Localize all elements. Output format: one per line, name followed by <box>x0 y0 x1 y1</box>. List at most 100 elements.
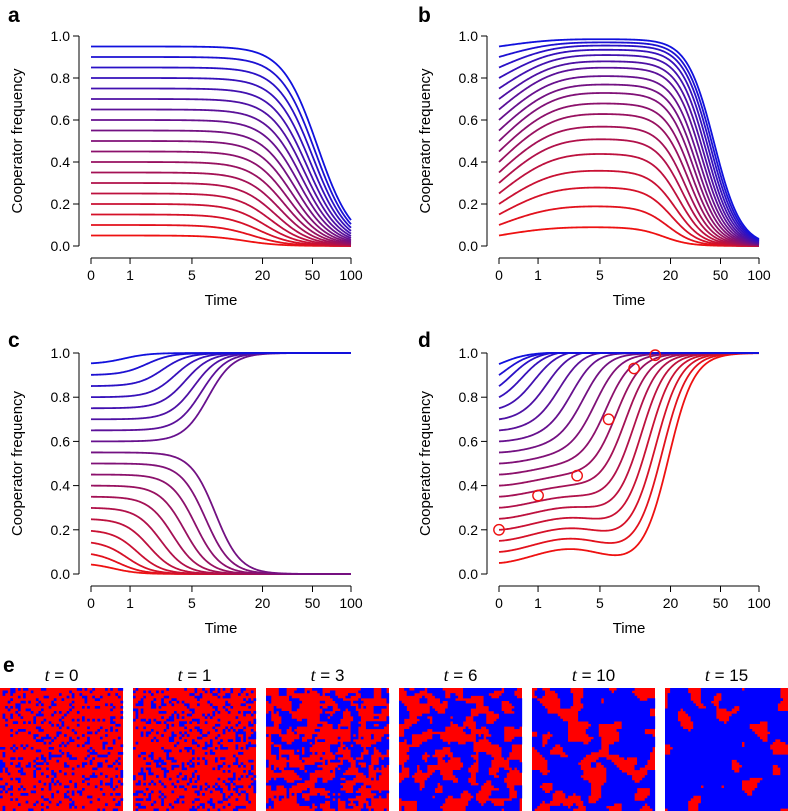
series-line-0.80 <box>498 48 760 243</box>
series-line-0.75 <box>90 87 352 235</box>
snapshot-time-label: t = 3 <box>311 665 345 685</box>
series-line-0.65 <box>90 108 352 239</box>
series-line-0.60 <box>90 119 352 241</box>
y-tick-label: 0.0 <box>459 566 479 582</box>
series-line-0.80 <box>90 77 352 232</box>
series-line-0.05 <box>498 352 760 564</box>
series-line-0.45 <box>498 102 760 246</box>
y-tick-label: 0.4 <box>459 154 479 170</box>
series-line-0.55 <box>90 129 352 243</box>
series-line-0.75 <box>498 54 760 244</box>
x-tick-label: 20 <box>255 595 271 611</box>
series-line-0.95 <box>90 45 352 221</box>
series-line-0.70 <box>90 98 352 237</box>
x-axis-label: Time <box>613 292 646 309</box>
series-line-0.15 <box>498 186 760 247</box>
series-line-0.85 <box>90 66 352 229</box>
series-line-0.75 <box>90 352 352 410</box>
snapshot-grid <box>133 688 257 811</box>
x-tick-label: 20 <box>663 595 679 611</box>
series-line-0.10 <box>498 205 760 247</box>
y-tick-label: 1.0 <box>51 345 71 361</box>
y-tick-label: 1.0 <box>51 28 71 44</box>
x-tick-label: 1 <box>126 267 134 283</box>
snapshot-grid <box>0 688 124 811</box>
marker-t-10 <box>628 362 640 375</box>
x-tick-label: 0 <box>87 267 95 283</box>
y-tick-label: 0.0 <box>51 566 71 582</box>
y-tick-label: 0.8 <box>51 70 71 86</box>
series-line-0.45 <box>90 150 352 245</box>
x-tick-label: 5 <box>188 267 196 283</box>
series-line-0.35 <box>90 171 352 246</box>
panel-b: b 0.0 0.2 0.4 0.6 0.8 1.0 0 1 5 20 50 100 Time Coopera… <box>417 4 771 309</box>
y-tick-label: 0.4 <box>51 154 71 170</box>
series-line-0.10 <box>498 352 760 553</box>
x-tick-label: 20 <box>663 267 679 283</box>
series-line-0.30 <box>90 182 352 247</box>
x-tick-label: 1 <box>534 595 542 611</box>
snapshot-grid <box>532 688 656 811</box>
panel-label-a: a <box>8 4 20 27</box>
panel-label-b: b <box>418 4 431 27</box>
y-tick-label: 0.8 <box>459 389 479 405</box>
y-tick-label: 0.0 <box>51 238 71 254</box>
x-tick-label: 100 <box>747 267 771 283</box>
y-axis-label: Cooperator frequency <box>9 390 26 536</box>
y-tick-label: 0.4 <box>51 478 71 494</box>
snapshot-grid <box>399 688 523 811</box>
series-line-0.60 <box>498 75 760 245</box>
x-tick-label: 100 <box>747 595 771 611</box>
x-tick-label: 20 <box>255 267 271 283</box>
y-tick-label: 0.8 <box>459 70 479 86</box>
series-line-0.65 <box>498 352 760 432</box>
series-line-0.70 <box>90 352 352 421</box>
y-tick-label: 0.6 <box>459 433 479 449</box>
x-tick-label: 50 <box>305 267 321 283</box>
x-tick-label: 0 <box>495 595 503 611</box>
series-line-0.25 <box>498 352 760 520</box>
series-line-0.10 <box>90 224 352 247</box>
y-tick-label: 0.4 <box>459 478 479 494</box>
series-line-0.35 <box>498 125 760 247</box>
x-axis-label: Time <box>613 620 646 637</box>
series-line-0.75 <box>498 352 760 410</box>
series-line-0.25 <box>90 192 352 247</box>
series-line-0.50 <box>498 92 760 246</box>
y-axis-label: Cooperator frequency <box>9 68 26 214</box>
marker-t-0 <box>493 523 505 536</box>
snapshot-time-label: t = 6 <box>444 665 478 685</box>
marker-t-1 <box>532 489 544 502</box>
x-tick-label: 1 <box>126 595 134 611</box>
y-tick-label: 0.2 <box>459 522 479 538</box>
marker-t-6 <box>602 413 615 426</box>
series-line-0.20 <box>90 203 352 247</box>
series-line-0.55 <box>498 83 760 246</box>
x-tick-label: 5 <box>596 595 604 611</box>
series-line-0.50 <box>90 140 352 244</box>
series-line-0.50 <box>90 462 352 575</box>
x-tick-label: 1 <box>534 267 542 283</box>
series-line-0.65 <box>498 66 760 245</box>
x-tick-label: 50 <box>305 595 321 611</box>
panel-label-c: c <box>8 329 20 352</box>
series-line-0.40 <box>498 113 760 247</box>
y-tick-label: 0.6 <box>51 112 71 128</box>
series-line-0.70 <box>498 60 760 244</box>
snapshot-grid <box>266 688 390 811</box>
series-line-0.30 <box>498 138 760 247</box>
x-tick-label: 5 <box>596 267 604 283</box>
x-tick-label: 0 <box>495 267 503 283</box>
y-tick-label: 0.8 <box>51 389 71 405</box>
y-tick-label: 0.2 <box>51 522 71 538</box>
panel-label-d: d <box>418 329 431 352</box>
panel-label-e: e <box>3 654 15 677</box>
series-line-0.95 <box>498 38 760 240</box>
series-line-0.20 <box>498 169 760 247</box>
series-line-0.30 <box>90 507 352 575</box>
x-tick-label: 5 <box>188 595 196 611</box>
y-tick-label: 1.0 <box>459 345 479 361</box>
x-axis-label: Time <box>205 292 238 309</box>
series-line-0.95 <box>90 352 352 365</box>
